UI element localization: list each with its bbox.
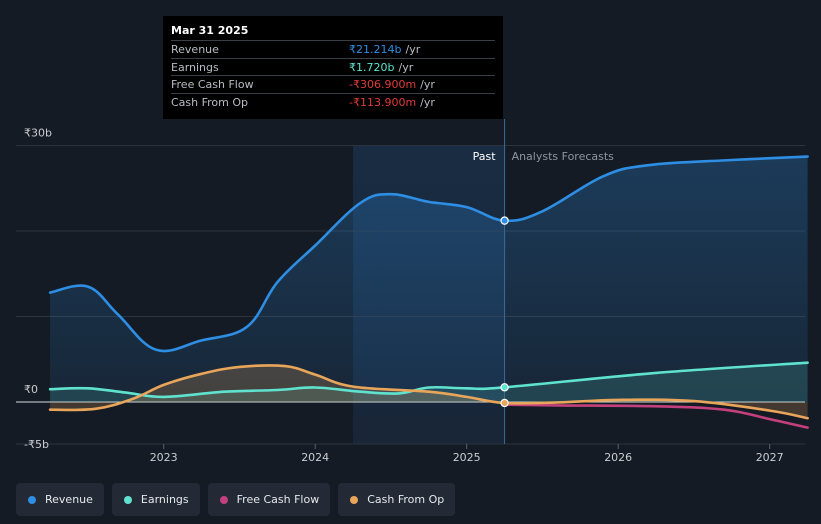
forecast-label: Analysts Forecasts [512,150,615,163]
legend: Revenue Earnings Free Cash Flow Cash Fro… [16,483,456,516]
legend-item-cash-from-op[interactable]: Cash From Op [338,483,456,516]
legend-label: Free Cash Flow [236,493,320,506]
tooltip-value: -₹306.900m [349,78,417,91]
cash-from-op-line [48,364,809,420]
revenue-area [50,156,808,402]
cash-from-op-marker [500,398,509,408]
y-tick-label: -₹5b [24,438,49,451]
y-tick-label: ₹0 [24,383,38,396]
past-label: Past [473,150,497,163]
tooltip-label: Free Cash Flow [171,78,254,91]
x-tick-label: 2026 [604,451,632,464]
tooltip-row-cash-from-op: Cash From Op -₹113.900m /yr [171,92,495,111]
legend-label: Revenue [45,493,93,506]
tooltip-row-earnings: Earnings ₹1.720b /yr [171,57,495,76]
x-tick-label: 2024 [301,451,329,464]
x-tick-label: 2025 [453,451,481,464]
tooltip-row-revenue: Revenue ₹21.214b /yr [171,40,495,58]
revenue-line [48,155,809,353]
tooltip-unit: /yr [420,78,435,91]
tooltip: Mar 31 2025 Revenue ₹21.214b /yr Earning… [163,16,503,119]
tooltip-value: ₹1.720b [349,60,395,74]
tooltip-label: Revenue [171,43,219,56]
tooltip-value: -₹113.900m [349,95,417,109]
legend-item-earnings[interactable]: Earnings [111,483,200,516]
cash-from-op-dot-icon [350,495,359,504]
tooltip-label: Earnings [171,60,219,74]
tooltip-unit: /yr [420,95,435,109]
tooltip-unit: /yr [405,43,421,56]
tooltip-date: Mar 31 2025 [171,24,249,37]
tooltip-value: ₹21.214b [349,43,402,56]
legend-label: Cash From Op [367,493,445,506]
free-cash-flow-line [503,403,809,429]
tooltip-unit: /yr [398,60,414,74]
free-cash-flow-dot-icon [219,495,228,504]
revenue-marker [500,216,509,225]
chart-plot: 2023 2024 2025 2026 2027 ₹30b ₹0 -₹5b Past Analys… [16,119,809,464]
x-tick-label: 2023 [150,451,178,464]
earnings-line [48,361,809,399]
legend-item-revenue[interactable]: Revenue [16,483,104,516]
earnings-dot-icon [123,495,132,504]
tooltip-row-free-cash-flow: Free Cash Flow -₹306.900m /yr [171,75,495,93]
tooltip-label: Cash From Op [171,95,249,109]
legend-label: Earnings [140,493,189,506]
x-tick-label: 2027 [756,451,784,464]
earnings-marker [500,383,509,392]
legend-item-free-cash-flow[interactable]: Free Cash Flow [207,483,331,516]
revenue-dot-icon [28,495,36,504]
y-tick-label: ₹30b [24,127,52,140]
